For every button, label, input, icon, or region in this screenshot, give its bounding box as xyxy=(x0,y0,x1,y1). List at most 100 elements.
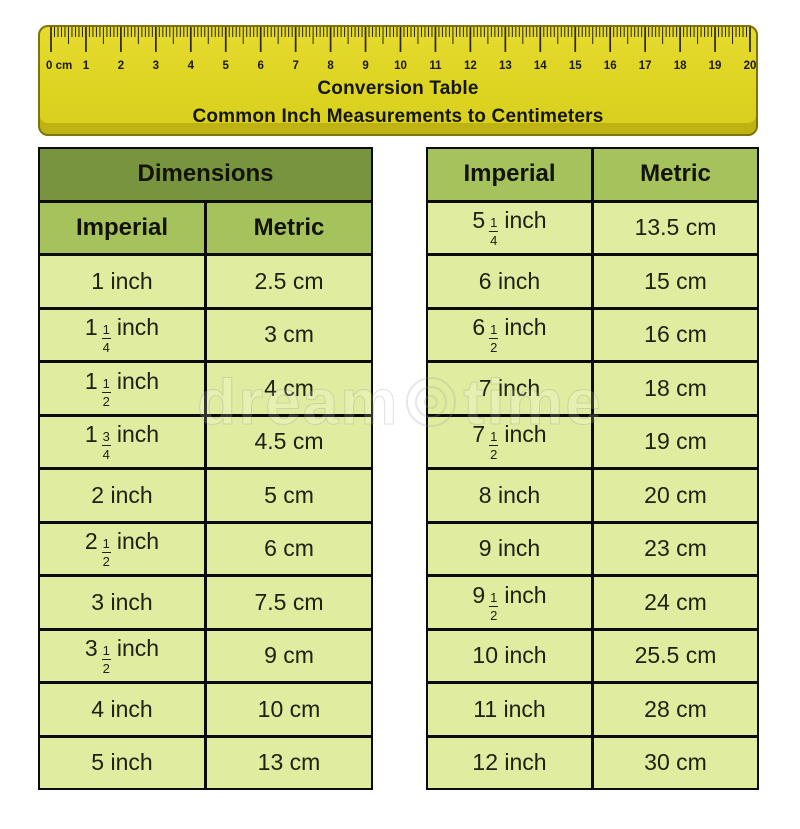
imperial-value-cell: 7 1 2 inch xyxy=(428,416,594,467)
imperial-header-cell: Imperial xyxy=(428,149,594,200)
imperial-header-cell: Imperial xyxy=(40,202,207,253)
imperial-value: 6 inch xyxy=(478,267,541,294)
table-row: 6 inch 15 cm xyxy=(428,256,757,310)
table-row: 2 inch 5 cm xyxy=(40,470,371,524)
ruler-number-label: 6 xyxy=(257,60,263,72)
table-row: 10 inch 25.5 cm xyxy=(428,630,757,684)
page-title: Conversion Table Common Inch Measurement… xyxy=(40,75,756,131)
metric-value-cell: 13 cm xyxy=(207,737,371,788)
imperial-value-cell: 5 inch xyxy=(40,737,207,788)
imperial-value: 11 inch xyxy=(473,695,546,722)
ruler-number-label: 12 xyxy=(464,60,477,72)
ruler-number-label: 18 xyxy=(674,60,687,72)
metric-value-cell: 18 cm xyxy=(594,363,757,414)
metric-value-cell: 9 cm xyxy=(207,630,371,681)
imperial-value-cell: 1 inch xyxy=(40,256,207,307)
metric-value-cell: 28 cm xyxy=(594,684,757,735)
imperial-value-cell: 7 inch xyxy=(428,363,594,414)
imperial-value-cell: 1 3 4 inch xyxy=(40,416,207,467)
metric-value: 28 cm xyxy=(644,695,707,722)
metric-value: 16 cm xyxy=(644,321,707,348)
table-title-row: Dimensions xyxy=(40,149,371,203)
imperial-value-cell: 2 inch xyxy=(40,470,207,521)
imperial-value: 5 1 4 inch xyxy=(472,207,547,249)
imperial-value-cell: 12 inch xyxy=(428,737,594,788)
table-row: 7 1 2 inch 19 cm xyxy=(428,416,757,470)
ruler-number-label: 7 xyxy=(292,60,298,72)
metric-value: 25.5 cm xyxy=(634,642,717,669)
imperial-value-cell: 3 1 2 inch xyxy=(40,630,207,681)
column-header-row: Imperial Metric xyxy=(428,149,757,203)
table-row: 4 inch 10 cm xyxy=(40,684,371,738)
imperial-value: 10 inch xyxy=(472,642,547,669)
metric-value: 23 cm xyxy=(644,535,707,562)
imperial-value-cell: 6 inch xyxy=(428,256,594,307)
metric-value: 30 cm xyxy=(644,749,707,776)
metric-value: 5 cm xyxy=(264,481,314,508)
metric-value-cell: 7.5 cm xyxy=(207,577,371,628)
ruler-number-label: 15 xyxy=(569,60,582,72)
imperial-value: 5 inch xyxy=(91,749,153,776)
ruler-number-label: 17 xyxy=(639,60,652,72)
table-row: 9 inch 23 cm xyxy=(428,523,757,577)
dimensions-title: Dimensions xyxy=(137,160,274,188)
imperial-value: 4 inch xyxy=(91,695,153,722)
metric-value-cell: 2.5 cm xyxy=(207,256,371,307)
metric-value: 4 cm xyxy=(264,374,314,401)
imperial-column-header: Imperial xyxy=(463,160,556,188)
metric-column-header: Metric xyxy=(640,160,711,188)
imperial-value-cell: 9 inch xyxy=(428,523,594,574)
metric-value-cell: 23 cm xyxy=(594,523,757,574)
metric-value: 7.5 cm xyxy=(254,588,324,615)
metric-value: 19 cm xyxy=(644,428,707,455)
imperial-value-cell: 9 1 2 inch xyxy=(428,577,594,628)
imperial-value: 3 1 2 inch xyxy=(84,635,160,677)
ruler-number-label: 9 xyxy=(362,60,368,72)
title-line-2: Common Inch Measurements to Centimeters xyxy=(192,106,604,127)
column-header-row: Imperial Metric xyxy=(40,202,371,256)
ruler-number-label: 5 xyxy=(223,60,230,72)
metric-value-cell: 20 cm xyxy=(594,470,757,521)
ruler-number-label: 10 xyxy=(394,60,407,72)
imperial-value-cell: 10 inch xyxy=(428,630,594,681)
table-row: 5 1 4 inch 13.5 cm xyxy=(428,202,757,256)
metric-column-header: Metric xyxy=(253,213,325,241)
imperial-value: 1 1 4 inch xyxy=(84,314,160,356)
metric-value: 18 cm xyxy=(644,374,707,401)
table-row: 8 inch 20 cm xyxy=(428,470,757,524)
dimensions-header-cell: Dimensions xyxy=(40,149,371,200)
metric-value: 10 cm xyxy=(257,695,321,722)
metric-header-cell: Metric xyxy=(594,149,757,200)
table-row: 2 1 2 inch 6 cm xyxy=(40,523,371,577)
imperial-value-cell: 6 1 2 inch xyxy=(428,309,594,360)
table-row: 1 1 2 inch 4 cm xyxy=(40,363,371,417)
imperial-value: 1 1 2 inch xyxy=(84,367,160,409)
metric-value-cell: 24 cm xyxy=(594,577,757,628)
table-row: 11 inch 28 cm xyxy=(428,684,757,738)
imperial-value-cell: 8 inch xyxy=(428,470,594,521)
table-row: 1 1 4 inch 3 cm xyxy=(40,309,371,363)
metric-value-cell: 3 cm xyxy=(207,309,371,360)
imperial-value: 6 1 2 inch xyxy=(472,314,547,356)
metric-value: 13 cm xyxy=(257,749,321,776)
imperial-value: 1 inch xyxy=(91,267,153,294)
table-row: 5 inch 13 cm xyxy=(40,737,371,788)
metric-value: 24 cm xyxy=(644,588,707,615)
imperial-value: 2 inch xyxy=(91,481,153,508)
metric-value-cell: 16 cm xyxy=(594,309,757,360)
imperial-column-header: Imperial xyxy=(75,213,169,241)
table-row: 7 inch 18 cm xyxy=(428,363,757,417)
metric-value: 20 cm xyxy=(644,481,707,508)
ruler-number-label: 20 xyxy=(744,60,756,72)
ruler-number-label: 2 xyxy=(118,60,124,72)
ruler-number-label: 3 xyxy=(153,60,159,72)
table-row: 12 inch 30 cm xyxy=(428,737,757,788)
